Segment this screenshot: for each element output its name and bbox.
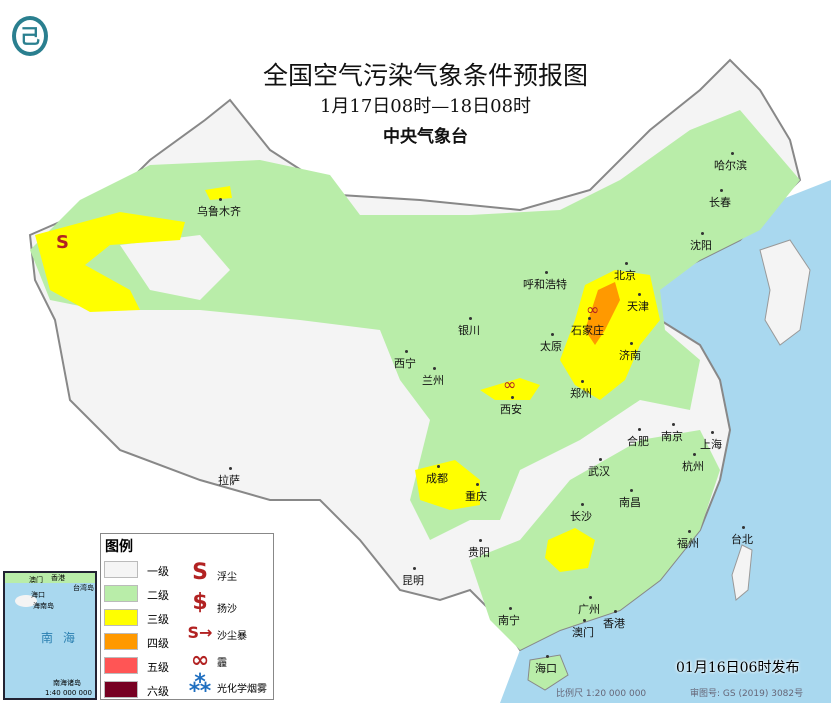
- inset-macau: 澳门: [29, 576, 43, 584]
- level4-hebei: [585, 282, 620, 345]
- city-label: 澳门: [572, 619, 594, 639]
- city-label: 石家庄: [571, 317, 604, 337]
- issue-time: 01月16日06时发布: [676, 660, 800, 676]
- city-label: 合肥: [627, 428, 649, 448]
- legend: 图例 一级 二级 三级 四级 五级 六级 S $ S→ ∞ ⁂ 浮尘 扬沙 沙尘…: [100, 533, 274, 700]
- city-label: 北京: [614, 262, 636, 282]
- level3-xinjiang: [35, 212, 185, 312]
- city-label: 海口: [535, 655, 557, 675]
- city-label: 杭州: [682, 453, 704, 473]
- level2-area: [30, 110, 800, 540]
- symbol-label: 光化学烟雾: [217, 684, 267, 695]
- city-label: 长沙: [570, 503, 592, 523]
- taiwan: [731, 544, 753, 601]
- floating-dust-icon: S: [56, 232, 69, 253]
- map-approval-number: 审图号: GS (2019) 3082号: [690, 689, 804, 699]
- symbol-label: 浮尘: [217, 572, 237, 583]
- level3-north: [560, 270, 660, 400]
- symbol-label: 扬沙: [217, 604, 237, 615]
- symbol-label: 霾: [217, 658, 227, 669]
- photochemical-smog-icon: ⁂: [188, 672, 212, 697]
- sandstorm-icon: S→: [187, 623, 213, 642]
- city-label: 南宁: [498, 607, 520, 627]
- inset-taiwan: 台湾岛: [73, 584, 94, 592]
- level1-inner: [120, 235, 230, 300]
- inset-hainan-label: 海南岛: [33, 602, 54, 610]
- city-label: 乌鲁木齐: [197, 198, 241, 218]
- city-label: 重庆: [465, 483, 487, 503]
- city-label: 广州: [578, 596, 600, 616]
- level3-sichuan: [415, 460, 480, 510]
- city-label: 呼和浩特: [523, 271, 567, 291]
- city-label: 郑州: [570, 380, 592, 400]
- city-label: 天津: [627, 293, 649, 313]
- city-label: 南京: [661, 423, 683, 443]
- level-label: 五级: [147, 661, 169, 674]
- inset-sea-label: 南海: [41, 631, 86, 645]
- hainan: [527, 654, 569, 691]
- city-label: 上海: [700, 431, 722, 451]
- city-label: 银川: [458, 317, 480, 337]
- map-scale: 比例尺 1:20 000 000: [556, 689, 647, 699]
- level3-hunan: [545, 528, 595, 572]
- legend-title: 图例: [105, 539, 133, 555]
- inset-hainan: [15, 595, 37, 607]
- city-label: 长春: [709, 189, 731, 209]
- issuer: 中央气象台: [383, 127, 468, 147]
- floating-dust-s-icon: S: [192, 560, 208, 585]
- level4-swatch: [104, 633, 138, 650]
- city-label: 沈阳: [690, 232, 712, 252]
- haze-icon: ∞: [586, 300, 599, 319]
- inset-mainland: [5, 573, 95, 583]
- city-label: 贵阳: [468, 539, 490, 559]
- city-label: 福州: [677, 530, 699, 550]
- cma-logo-icon: 己: [12, 16, 48, 56]
- city-label: 哈尔滨: [714, 152, 747, 172]
- level-label: 一级: [147, 565, 169, 578]
- level6-swatch: [104, 681, 138, 698]
- city-label: 兰州: [422, 367, 444, 387]
- level-label: 六级: [147, 685, 169, 698]
- city-label: 武汉: [588, 458, 610, 478]
- page-title: 全国空气污染气象条件预报图: [262, 61, 588, 90]
- haze-infinity-icon: ∞: [190, 648, 210, 673]
- city-label: 拉萨: [218, 467, 240, 487]
- level5-swatch: [104, 657, 138, 674]
- level1-swatch: [104, 561, 138, 578]
- city-label: 香港: [603, 610, 625, 630]
- level2-swatch: [104, 585, 138, 602]
- city-label: 西安: [500, 396, 522, 416]
- blowing-sand-icon: $: [192, 590, 208, 615]
- city-label: 昆明: [402, 567, 424, 587]
- level-label: 四级: [147, 637, 169, 650]
- level-label: 二级: [147, 589, 169, 602]
- level3-urumqi: [205, 186, 232, 200]
- forecast-period: 1月17日08时—18日08时: [319, 96, 532, 117]
- city-label: 成都: [426, 465, 448, 485]
- level3-swatch: [104, 609, 138, 626]
- level3-xian: [480, 378, 540, 400]
- haze-icon: ∞: [503, 375, 516, 394]
- level-label: 三级: [147, 613, 169, 626]
- south-china-sea-inset: 澳门 香港 台湾岛 海口 海南岛 南海 南海诸岛 1:40 000 000: [3, 571, 97, 700]
- inset-islands-label: 南海诸岛: [53, 679, 81, 687]
- city-label: 台北: [731, 526, 753, 546]
- city-label: 济南: [619, 342, 641, 362]
- inset-haikou: 海口: [31, 591, 45, 599]
- city-label: 南昌: [619, 489, 641, 509]
- city-label: 太原: [540, 333, 562, 353]
- inset-hongkong: 香港: [51, 574, 65, 582]
- city-label: 西宁: [394, 350, 416, 370]
- symbol-label: 沙尘暴: [217, 631, 247, 642]
- korea: [759, 239, 811, 346]
- inset-scale: 1:40 000 000: [45, 689, 92, 697]
